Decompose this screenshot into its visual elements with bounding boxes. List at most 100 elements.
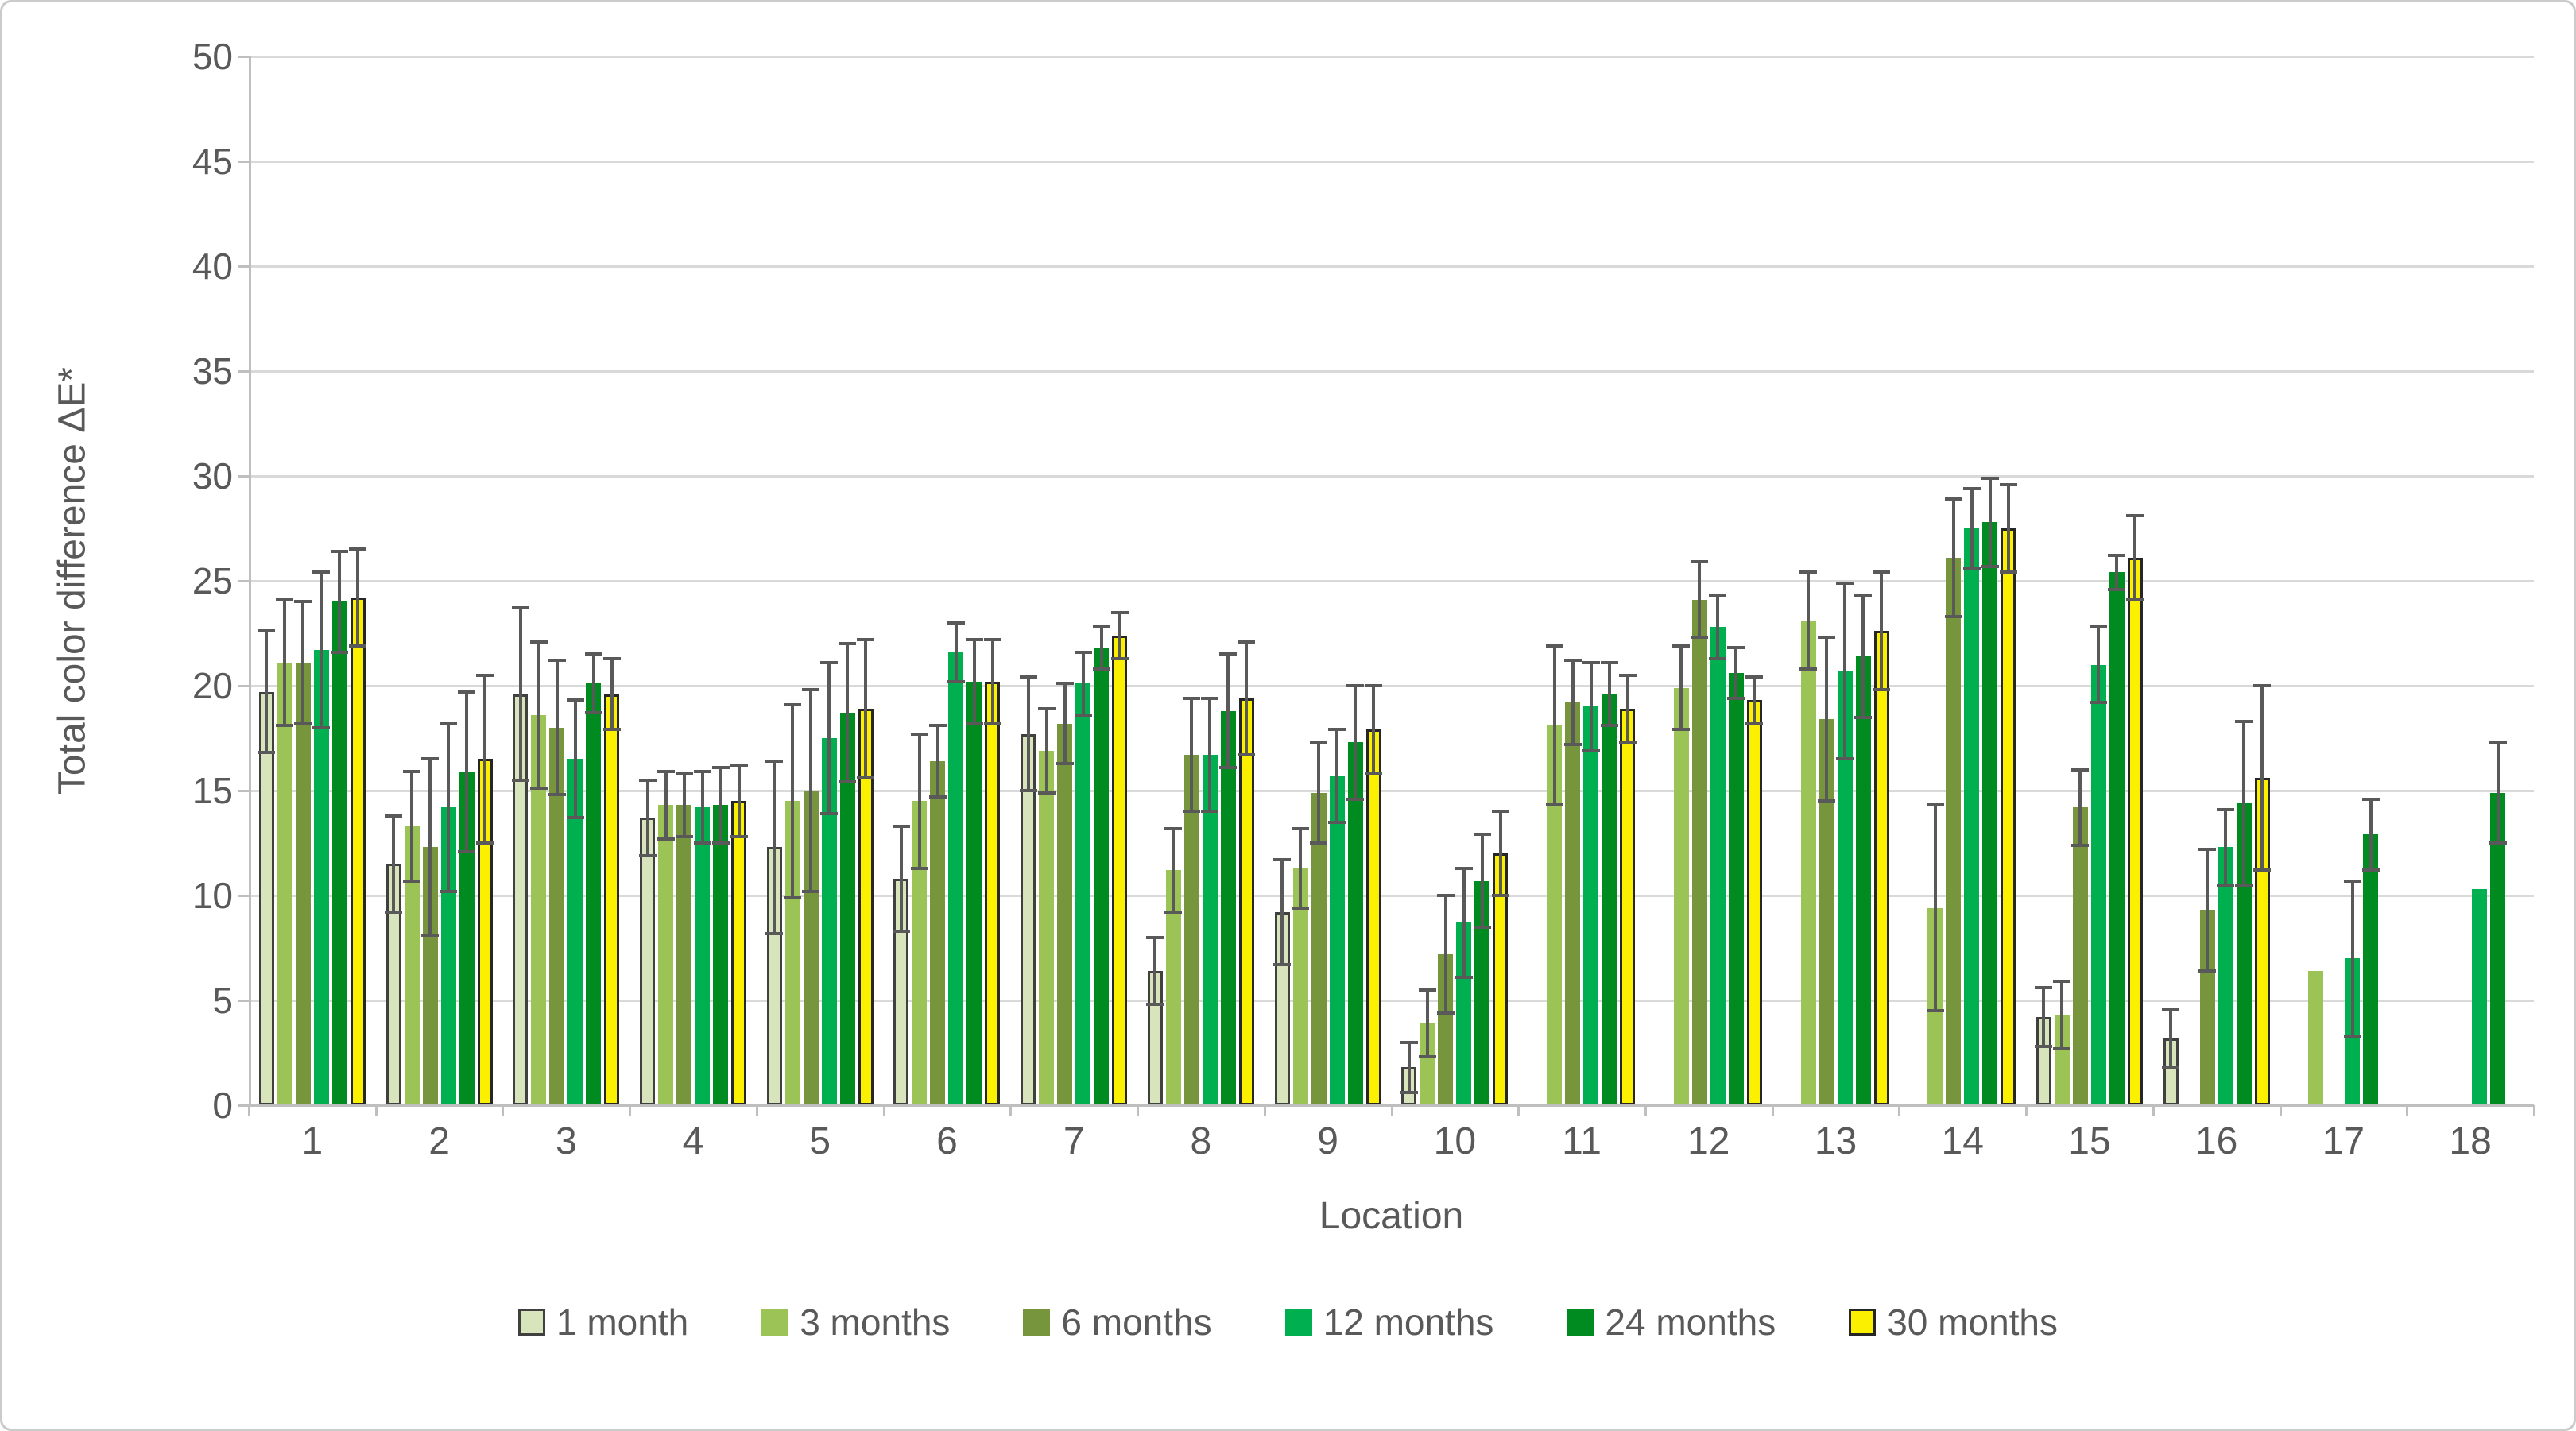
error-bar-6-months-location-4 [682, 773, 686, 837]
y-tick-label-0: 0 [212, 1085, 233, 1126]
bar-24-months-location-2 [459, 772, 475, 1105]
error-bar-3-months-location-10 [1425, 989, 1429, 1058]
x-boundary-tick [2152, 1105, 2155, 1116]
bar-12-months-location-1 [313, 650, 329, 1105]
error-bar-12-months-location-12 [1716, 595, 1720, 659]
bar-30-months-location-6 [985, 681, 1001, 1105]
error-bar-1-month-location-6 [899, 826, 903, 931]
error-bar-1-month-location-4 [645, 779, 649, 856]
error-bar-1-month-location-5 [773, 761, 777, 934]
error-bar-6-months-location-7 [1063, 683, 1067, 764]
gridline-50 [249, 56, 2534, 58]
x-boundary-tick [1644, 1105, 1647, 1116]
bar-6-months-location-6 [930, 761, 946, 1105]
x-boundary-tick [1771, 1105, 1774, 1116]
error-bar-24-months-location-3 [591, 654, 595, 714]
gridline-35 [249, 370, 2534, 373]
x-tick-label-12: 12 [1687, 1120, 1730, 1162]
bar-3-months-location-11 [1547, 725, 1563, 1105]
bar-12-months-location-18 [2472, 889, 2488, 1105]
error-bar-12-months-location-15 [2097, 627, 2101, 703]
bar-3-months-location-9 [1292, 868, 1308, 1105]
x-boundary-tick [2406, 1105, 2409, 1116]
error-bar-3-months-location-14 [1933, 805, 1937, 1011]
error-bar-6-months-location-13 [1825, 637, 1829, 802]
y-tick-20 [238, 685, 249, 687]
bar-30-months-location-15 [2127, 557, 2143, 1105]
bar-12-months-location-9 [1329, 775, 1345, 1105]
error-bar-24-months-location-10 [1480, 834, 1484, 927]
y-tick-5 [238, 1000, 249, 1002]
y-tick-label-25: 25 [192, 560, 233, 601]
error-bar-12-months-location-11 [1589, 662, 1593, 751]
error-bar-1-month-location-3 [518, 608, 522, 780]
error-bar-24-months-location-1 [338, 551, 342, 652]
bar-24-months-location-15 [2109, 572, 2125, 1105]
legend-swatch-icon [1284, 1309, 1312, 1336]
y-tick-25 [238, 580, 249, 582]
x-tick-label-2: 2 [428, 1120, 450, 1162]
bar-3-months-location-13 [1800, 621, 1816, 1105]
bar-12-months-location-4 [695, 807, 711, 1105]
legend-swatch-icon [761, 1309, 789, 1336]
y-tick-label-45: 45 [192, 141, 233, 182]
error-bar-24-months-location-16 [2242, 721, 2246, 885]
bar-24-months-location-14 [1982, 522, 1998, 1105]
error-bar-12-months-location-13 [1843, 582, 1847, 760]
error-bar-3-months-location-13 [1807, 572, 1811, 669]
gridline-10 [249, 895, 2534, 897]
error-bar-6-months-location-14 [1951, 499, 1955, 617]
bar-24-months-location-10 [1474, 880, 1490, 1105]
y-tick-label-35: 35 [192, 350, 233, 392]
error-bar-1-month-location-15 [2042, 988, 2046, 1047]
y-tick-label-40: 40 [192, 246, 233, 287]
x-tick-label-7: 7 [1063, 1120, 1085, 1162]
gridline-25 [249, 580, 2534, 582]
error-bar-6-months-location-5 [809, 690, 813, 891]
error-bar-24-months-location-9 [1354, 686, 1358, 799]
bar-3-months-location-3 [531, 714, 547, 1105]
bar-30-months-location-4 [731, 801, 747, 1105]
bar-12-months-location-13 [1837, 671, 1853, 1105]
y-tick-0 [238, 1104, 249, 1107]
legend-label: 24 months [1605, 1301, 1776, 1343]
error-bar-24-months-location-11 [1607, 662, 1611, 726]
x-tick-label-18: 18 [2449, 1120, 2492, 1162]
bar-6-months-location-4 [676, 805, 692, 1105]
legend-label: 6 months [1061, 1301, 1212, 1343]
bar-3-months-location-6 [912, 801, 928, 1105]
bar-30-months-location-8 [1238, 698, 1254, 1105]
bar-12-months-location-6 [948, 652, 964, 1105]
legend-label: 30 months [1887, 1301, 2059, 1343]
error-bar-30-months-location-10 [1498, 811, 1502, 895]
error-bar-12-months-location-5 [827, 662, 831, 814]
error-bar-24-months-location-8 [1226, 654, 1230, 768]
error-bar-1-month-location-16 [2169, 1008, 2173, 1068]
y-tick-15 [238, 790, 249, 792]
x-boundary-tick [248, 1105, 250, 1116]
error-bar-30-months-location-5 [864, 639, 868, 779]
error-bar-3-months-location-11 [1552, 645, 1556, 806]
x-boundary-tick [1390, 1105, 1393, 1116]
error-bar-1-month-location-2 [392, 815, 396, 913]
error-bar-6-months-location-1 [301, 601, 305, 724]
error-bar-12-months-location-1 [320, 572, 323, 728]
legend-swatch-icon [1849, 1309, 1877, 1336]
error-bar-1-month-location-7 [1026, 677, 1030, 791]
x-tick-label-14: 14 [1941, 1120, 1984, 1162]
error-bar-30-months-location-9 [1372, 686, 1376, 774]
bar-6-months-location-5 [803, 791, 819, 1105]
error-bar-12-months-location-2 [447, 723, 451, 891]
error-bar-3-months-location-7 [1044, 709, 1048, 793]
bar-30-months-location-1 [350, 598, 366, 1105]
y-tick-30 [238, 475, 249, 478]
error-bar-1-month-location-8 [1153, 937, 1157, 1005]
error-bar-30-months-location-1 [356, 549, 360, 646]
bar-6-months-location-3 [549, 727, 565, 1105]
error-bar-24-months-location-5 [846, 644, 850, 783]
y-tick-label-20: 20 [192, 665, 233, 706]
x-tick-label-3: 3 [555, 1120, 577, 1162]
x-tick-label-10: 10 [1433, 1120, 1477, 1162]
error-bar-30-months-location-15 [2133, 516, 2137, 600]
